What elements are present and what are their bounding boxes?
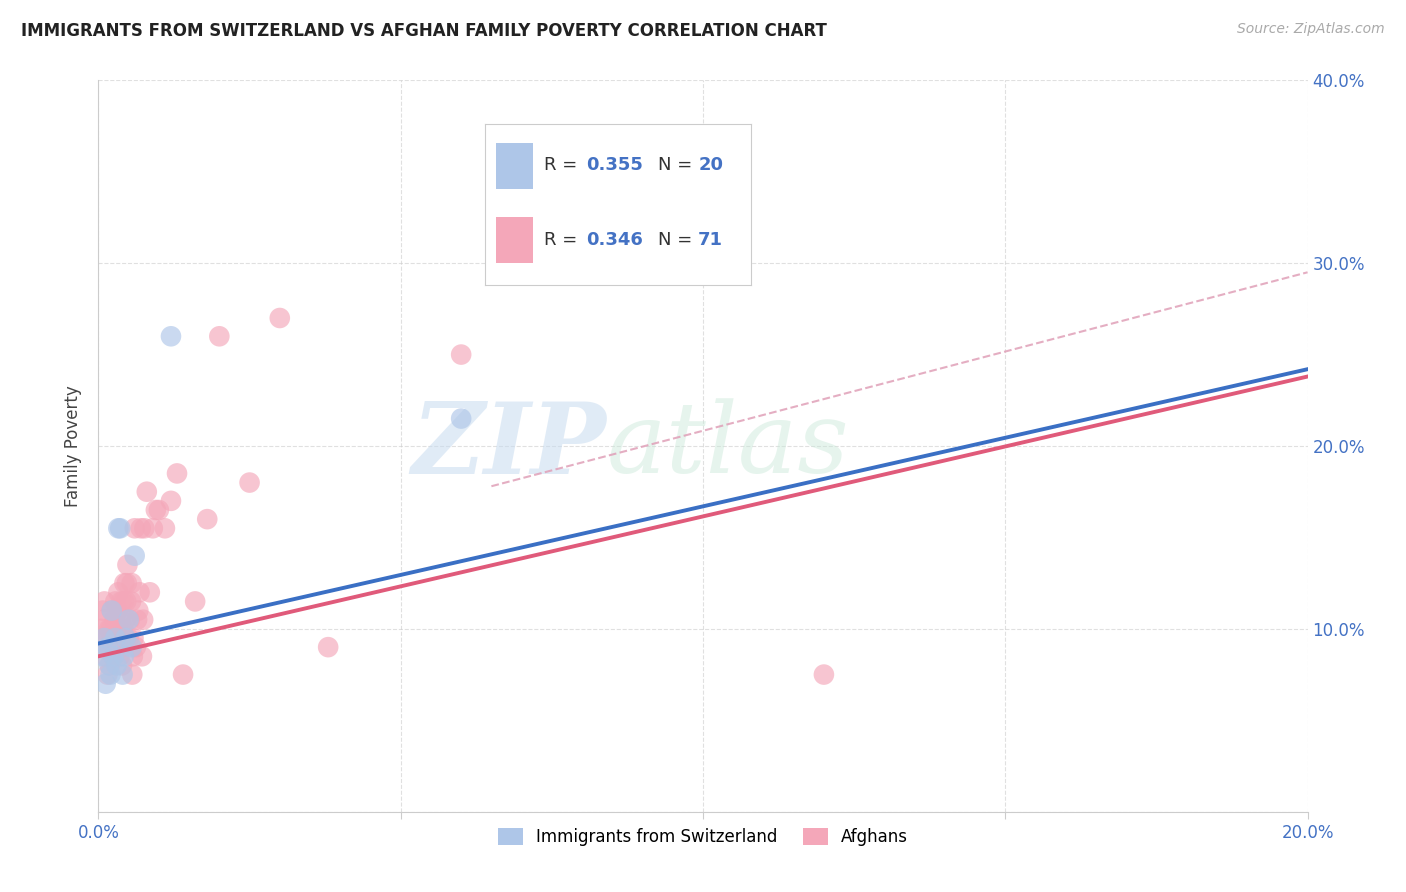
Point (160, 494, 183, 508)
Point (269, 310, 291, 325)
Point (129, 521, 152, 535)
Point (105, 640, 128, 655)
Point (93, 613, 115, 627)
Point (208, 329, 231, 343)
Point (91, 631, 114, 645)
Point (117, 558, 139, 572)
Point (111, 658, 134, 673)
Point (93, 594, 115, 608)
Point (114, 613, 136, 627)
Point (108, 649, 131, 664)
Point (124, 521, 146, 535)
Text: Source: ZipAtlas.com: Source: ZipAtlas.com (1237, 22, 1385, 37)
Point (103, 649, 125, 664)
Point (96, 631, 118, 645)
Point (124, 549, 146, 563)
Point (100, 667, 122, 681)
Point (96, 640, 118, 655)
Point (160, 329, 183, 343)
Point (128, 585, 150, 599)
Point (107, 603, 129, 617)
Point (100, 603, 122, 617)
Legend: Immigrants from Switzerland, Afghans: Immigrants from Switzerland, Afghans (489, 820, 917, 855)
Point (127, 613, 149, 627)
Point (142, 521, 165, 535)
Point (100, 622, 122, 636)
Point (111, 667, 134, 681)
Point (115, 594, 138, 608)
Point (101, 631, 124, 645)
Point (450, 347, 472, 362)
Point (195, 512, 218, 526)
Point (98, 622, 121, 636)
Point (118, 613, 141, 627)
Point (112, 622, 135, 636)
Point (107, 585, 129, 599)
Point (112, 649, 135, 664)
Point (112, 576, 135, 591)
Point (100, 603, 122, 617)
Point (104, 613, 127, 627)
Point (184, 594, 207, 608)
Point (110, 613, 132, 627)
Point (450, 411, 472, 425)
Point (122, 649, 145, 664)
Point (132, 613, 155, 627)
Point (114, 631, 136, 645)
Text: ZIP: ZIP (412, 398, 606, 494)
Point (166, 467, 188, 481)
Point (110, 594, 132, 608)
Point (121, 640, 143, 655)
Text: IMMIGRANTS FROM SWITZERLAND VS AFGHAN FAMILY POVERTY CORRELATION CHART: IMMIGRANTS FROM SWITZERLAND VS AFGHAN FA… (21, 22, 827, 40)
Point (91, 603, 114, 617)
Point (108, 521, 131, 535)
Point (118, 631, 141, 645)
Point (115, 576, 138, 591)
Point (93, 631, 115, 645)
Point (104, 622, 127, 636)
Point (139, 585, 162, 599)
Point (145, 503, 167, 517)
Point (96, 667, 118, 681)
Point (94, 676, 117, 690)
Point (108, 631, 131, 645)
Point (112, 594, 135, 608)
Point (105, 622, 128, 636)
Point (121, 576, 143, 591)
Point (125, 640, 148, 655)
Point (316, 640, 339, 655)
Point (111, 640, 134, 655)
Point (172, 667, 194, 681)
Point (114, 631, 136, 645)
Point (127, 603, 149, 617)
Point (94, 649, 117, 664)
Point (103, 631, 125, 645)
Point (104, 631, 127, 645)
Point (107, 521, 129, 535)
Point (148, 503, 170, 517)
Text: atlas: atlas (606, 399, 849, 493)
Point (121, 667, 143, 681)
Point (103, 649, 125, 664)
Point (100, 640, 122, 655)
Point (90, 622, 112, 636)
Point (239, 475, 262, 490)
Point (131, 649, 153, 664)
Point (813, 667, 835, 681)
Point (153, 521, 176, 535)
Point (97, 640, 120, 655)
Point (135, 484, 157, 499)
Point (118, 613, 141, 627)
Point (120, 594, 142, 608)
Point (122, 631, 145, 645)
Point (105, 658, 128, 673)
Y-axis label: Family Poverty: Family Poverty (65, 385, 83, 507)
Point (104, 594, 127, 608)
Point (98, 658, 121, 673)
Point (134, 521, 156, 535)
Point (98, 658, 121, 673)
Point (91, 649, 114, 664)
